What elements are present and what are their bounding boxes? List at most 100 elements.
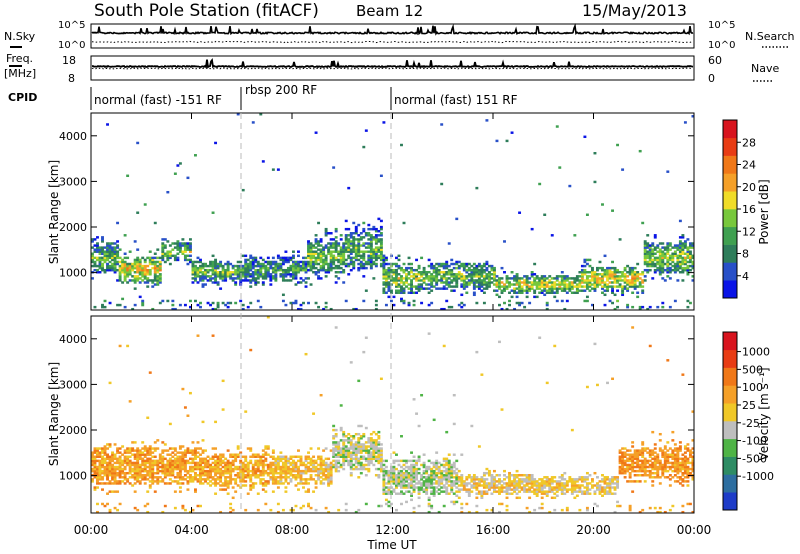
heatmap-cell: [214, 271, 218, 274]
heatmap-cell: [553, 492, 557, 495]
heatmap-cell: [523, 480, 527, 483]
heatmap-cell: [93, 248, 97, 251]
heatmap-cell: [400, 291, 403, 294]
heatmap-cell: [688, 268, 692, 272]
heatmap-cell: [495, 474, 499, 477]
heatmap-cell: [420, 301, 424, 305]
heatmap-cell: [103, 469, 107, 473]
heatmap-cell: [201, 482, 205, 485]
heatmap-cell: [362, 244, 366, 247]
heatmap-cell: [211, 476, 215, 479]
heatmap-cell: [211, 262, 215, 266]
heatmap-cell: [302, 301, 305, 305]
heatmap-cell: [178, 469, 182, 473]
heatmap-cell: [226, 471, 230, 475]
heatmap-cell: [608, 271, 612, 274]
heatmap-cell: [143, 271, 147, 274]
heatmap-cell: [173, 506, 177, 510]
heatmap-cell: [199, 279, 202, 282]
heatmap-cell: [462, 279, 466, 282]
heatmap-cell: [485, 484, 489, 487]
heatmap-cell: [339, 256, 343, 260]
heatmap-cell: [601, 281, 604, 284]
heatmap-cell: [560, 275, 564, 278]
heatmap-cell: [143, 463, 147, 467]
heatmap-cell: [324, 268, 328, 272]
heatmap-cell: [224, 268, 228, 272]
heatmap-cell: [339, 252, 343, 255]
heatmap-cell: [131, 453, 135, 456]
heatmap-cell: [244, 275, 248, 278]
heatmap-cell: [236, 453, 240, 456]
heatmap-cell: [173, 480, 177, 483]
heatmap-cell: [683, 262, 687, 266]
heatmap-cell: [319, 238, 323, 241]
heatmap-cell: [377, 443, 381, 446]
heatmap-cell: [216, 301, 220, 305]
heatmap-cell: [367, 256, 371, 260]
heatmap-cell: [133, 260, 137, 264]
heatmap-cell: [166, 453, 170, 456]
heatmap-cell: [136, 474, 140, 477]
heatmap-cell: [113, 242, 117, 245]
heatmap-cell: [382, 256, 386, 260]
heatmap-cell: [178, 451, 182, 454]
heatmap-cell: [450, 467, 454, 471]
heatmap-cell: [229, 476, 233, 479]
heatmap-cell: [324, 476, 328, 479]
heatmap-cell: [447, 471, 451, 475]
heatmap-cell: [286, 467, 290, 471]
heatmap-cell: [304, 482, 308, 485]
heatmap-cell: [111, 258, 115, 262]
heatmap-cell: [352, 248, 356, 251]
heatmap-cell: [405, 478, 408, 481]
heatmap-cell: [410, 285, 413, 288]
heatmap-cell: [495, 139, 499, 143]
heatmap-cell: [379, 174, 383, 178]
heatmap-cell: [545, 482, 549, 485]
heatmap-cell: [377, 254, 381, 258]
heatmap-cell: [485, 119, 489, 122]
heatmap-cell: [656, 256, 660, 260]
heatmap-cell: [332, 453, 336, 456]
heatmap-cell: [515, 287, 519, 290]
heatmap-cell: [126, 262, 130, 266]
heatmap-cell: [141, 268, 145, 272]
heatmap-cell: [563, 281, 567, 284]
heatmap-cell: [106, 123, 109, 126]
heatmap-cell: [402, 492, 406, 495]
heatmap-cell: [347, 238, 351, 241]
heatmap-cell: [678, 264, 682, 268]
heatmap-cell: [565, 506, 569, 510]
heatmap-cell: [498, 295, 501, 299]
heatmap-cell: [292, 273, 295, 276]
heatmap-cell: [425, 275, 429, 278]
heatmap-cell: [93, 262, 97, 266]
heatmap-cell: [249, 476, 253, 479]
heatmap-cell: [357, 252, 361, 255]
heatmap-cell: [395, 271, 398, 274]
heatmap-cell: [442, 504, 446, 508]
heatmap-cell: [302, 262, 305, 266]
freq-tick-top: 18: [62, 54, 76, 67]
heatmap-cell: [121, 262, 125, 266]
heatmap-cell: [219, 474, 223, 477]
heatmap-cell: [199, 480, 202, 483]
heatmap-cell: [294, 476, 298, 479]
heatmap-cell: [206, 459, 210, 463]
heatmap-cell: [118, 268, 122, 272]
heatmap-cell: [688, 244, 692, 247]
heatmap-cell: [299, 476, 303, 479]
heatmap-cell: [538, 182, 542, 186]
heatmap-cell: [344, 236, 348, 239]
heatmap-cell: [108, 268, 112, 272]
heatmap-cell: [106, 469, 109, 473]
heatmap-cell: [251, 279, 255, 282]
heatmap-cell: [417, 289, 421, 292]
heatmap-cell: [176, 467, 180, 471]
heatmap-cell: [324, 227, 328, 231]
heatmap-cell: [357, 508, 361, 512]
heatmap-cell: [362, 266, 366, 270]
heatmap-cell: [410, 494, 413, 497]
heatmap-cell: [598, 492, 602, 495]
